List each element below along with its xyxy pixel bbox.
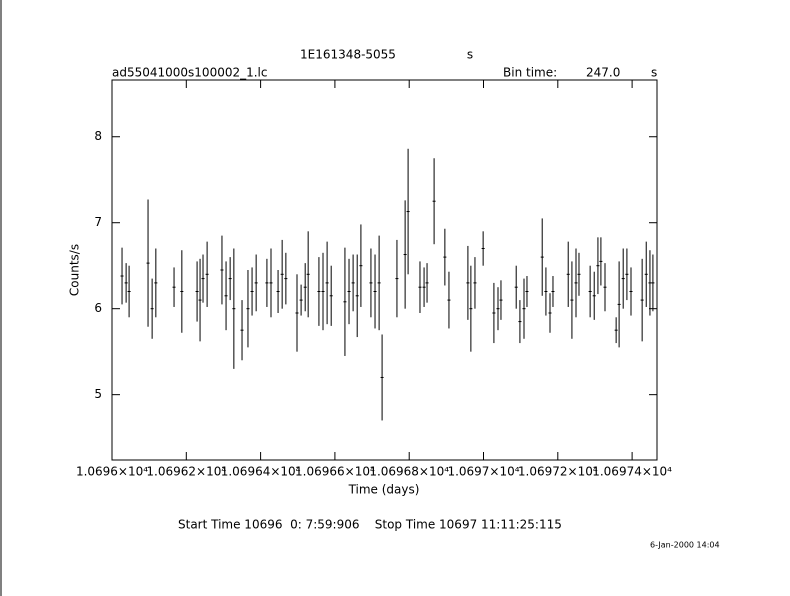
footer: Start Time 10696 0: 7:59:906 Stop Time 1… (178, 518, 562, 532)
x-tick-label: 1.0697×10⁴ (447, 465, 519, 479)
x-tick-label: 1.06964×10⁴ (221, 465, 301, 479)
y-tick-label: 7 (94, 215, 102, 229)
x-axis-label: Time (days) (348, 483, 420, 497)
subtitle: ad55041000s100002_1.lc (112, 66, 268, 80)
x-tick-label: 1.06966×10⁴ (295, 465, 375, 479)
x-tick-label: 1.06962×10⁴ (146, 465, 226, 479)
y-tick-label: 8 (94, 129, 102, 143)
date: 6-Jan-2000 14:04 (650, 541, 720, 550)
x-tick-label: 1.06972×10⁴ (518, 465, 598, 479)
y-tick-label: 6 (94, 301, 102, 315)
bin-time-unit: s (651, 66, 657, 80)
chart-title: 1E161348-5055 (300, 48, 396, 62)
title-unit: s (467, 48, 473, 62)
plot-frame (111, 79, 658, 461)
y-tick-label: 5 (94, 387, 102, 401)
bin-time-label: Bin time: (503, 66, 557, 80)
bin-time: 247.0 (586, 66, 620, 80)
x-tick-label: 1.06974×10⁴ (592, 465, 672, 479)
y-axis-label: Counts/s (68, 244, 82, 296)
x-tick-label: 1.0696×10⁴ (76, 465, 148, 479)
x-tick-label: 1.06968×10⁴ (369, 465, 449, 479)
